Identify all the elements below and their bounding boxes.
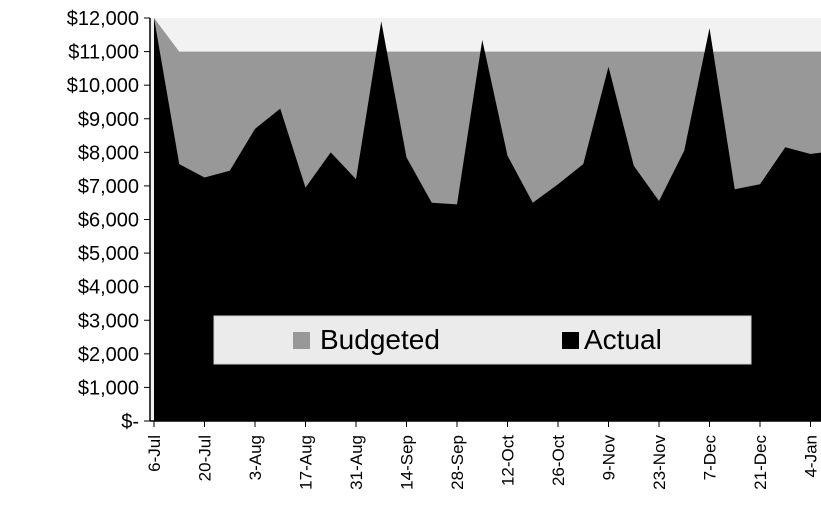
x-tick-label: 17-Aug xyxy=(297,435,316,490)
y-tick-label: $11,000 xyxy=(68,42,139,64)
y-tick-label: $5,000 xyxy=(78,243,139,265)
x-tick-label: 7-Dec xyxy=(701,435,720,481)
x-tick-label: 31-Aug xyxy=(347,435,366,490)
legend-label-budgeted: Budgeted xyxy=(320,324,440,355)
x-tick-label: 12-Oct xyxy=(499,435,518,486)
y-tick-label: $2,000 xyxy=(78,344,139,366)
x-tick-label: 9-Nov xyxy=(600,435,619,481)
x-tick-label: 28-Sep xyxy=(448,435,467,490)
legend-label-actual: Actual xyxy=(584,324,662,355)
y-tick-label: $- xyxy=(121,411,139,433)
y-tick-label: $6,000 xyxy=(78,210,139,232)
y-tick-label: $4,000 xyxy=(78,277,139,299)
x-tick-label: 6-Jul xyxy=(145,435,164,472)
x-tick-label: 4-Jan xyxy=(802,435,821,478)
axis-layer: $- $1,000 $2,000 $3,000 $4,000 $5,000 $6,000 $7… xyxy=(67,8,821,490)
legend: Budgeted Actual xyxy=(213,315,752,365)
x-tick-label: 23-Nov xyxy=(650,435,669,490)
y-tick-label: $3,000 xyxy=(78,310,139,332)
x-tick-label: 26-Oct xyxy=(549,435,568,486)
legend-swatch-actual xyxy=(562,332,579,349)
x-tick-label: 14-Sep xyxy=(398,435,417,490)
y-tick-label: $1,000 xyxy=(78,377,139,399)
y-tick-label: $12,000 xyxy=(67,8,139,30)
x-tick-label: 20-Jul xyxy=(196,435,215,481)
y-tick-label: $9,000 xyxy=(78,109,139,131)
legend-swatch-budgeted xyxy=(293,332,310,349)
x-tick-label: 21-Dec xyxy=(751,435,770,490)
x-tick-label: 3-Aug xyxy=(246,435,265,480)
y-tick-label: $8,000 xyxy=(78,142,139,164)
y-tick-label: $7,000 xyxy=(78,176,139,198)
y-tick-label: $10,000 xyxy=(67,75,139,97)
